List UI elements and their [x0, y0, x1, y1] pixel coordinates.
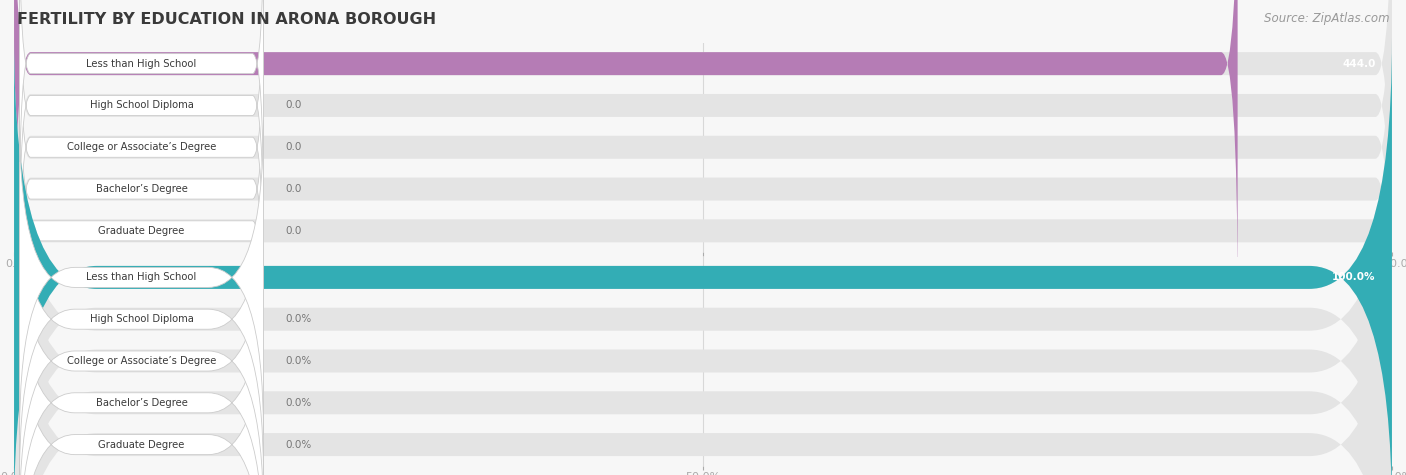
Text: 0.0%: 0.0%: [285, 439, 312, 450]
Text: Graduate Degree: Graduate Degree: [98, 439, 184, 450]
FancyBboxPatch shape: [14, 122, 1392, 475]
Text: College or Associate’s Degree: College or Associate’s Degree: [67, 142, 217, 152]
FancyBboxPatch shape: [14, 0, 1392, 387]
FancyBboxPatch shape: [14, 0, 1392, 345]
FancyBboxPatch shape: [14, 0, 1392, 303]
Text: 100.0%: 100.0%: [1331, 272, 1375, 283]
FancyBboxPatch shape: [20, 0, 263, 221]
Text: College or Associate’s Degree: College or Associate’s Degree: [67, 356, 217, 366]
FancyBboxPatch shape: [20, 32, 263, 346]
Text: 0.0%: 0.0%: [285, 398, 312, 408]
Text: High School Diploma: High School Diploma: [90, 100, 194, 111]
Text: Bachelor’s Degree: Bachelor’s Degree: [96, 398, 187, 408]
FancyBboxPatch shape: [14, 80, 1392, 475]
FancyBboxPatch shape: [20, 74, 263, 388]
Text: 0.0: 0.0: [285, 142, 302, 152]
FancyBboxPatch shape: [14, 0, 1392, 428]
Text: 0.0%: 0.0%: [285, 314, 312, 324]
Text: High School Diploma: High School Diploma: [90, 314, 194, 324]
FancyBboxPatch shape: [14, 0, 1392, 470]
FancyBboxPatch shape: [20, 246, 263, 475]
FancyBboxPatch shape: [20, 204, 263, 475]
Text: 0.0: 0.0: [285, 184, 302, 194]
Text: Less than High School: Less than High School: [86, 272, 197, 283]
FancyBboxPatch shape: [20, 120, 263, 435]
Text: 0.0%: 0.0%: [285, 356, 312, 366]
FancyBboxPatch shape: [14, 205, 1392, 475]
Text: 0.0: 0.0: [285, 226, 302, 236]
Text: Bachelor’s Degree: Bachelor’s Degree: [96, 184, 187, 194]
Text: 0.0: 0.0: [285, 100, 302, 111]
Text: Source: ZipAtlas.com: Source: ZipAtlas.com: [1264, 12, 1389, 25]
FancyBboxPatch shape: [20, 162, 263, 475]
FancyBboxPatch shape: [14, 38, 1392, 475]
FancyBboxPatch shape: [20, 0, 263, 304]
FancyBboxPatch shape: [14, 163, 1392, 475]
FancyBboxPatch shape: [20, 0, 263, 263]
Text: Less than High School: Less than High School: [86, 58, 197, 69]
FancyBboxPatch shape: [14, 38, 1392, 475]
FancyBboxPatch shape: [20, 287, 263, 475]
Text: FERTILITY BY EDUCATION IN ARONA BOROUGH: FERTILITY BY EDUCATION IN ARONA BOROUGH: [17, 12, 436, 27]
Text: 444.0: 444.0: [1343, 58, 1375, 69]
FancyBboxPatch shape: [14, 0, 1237, 303]
Text: Graduate Degree: Graduate Degree: [98, 226, 184, 236]
